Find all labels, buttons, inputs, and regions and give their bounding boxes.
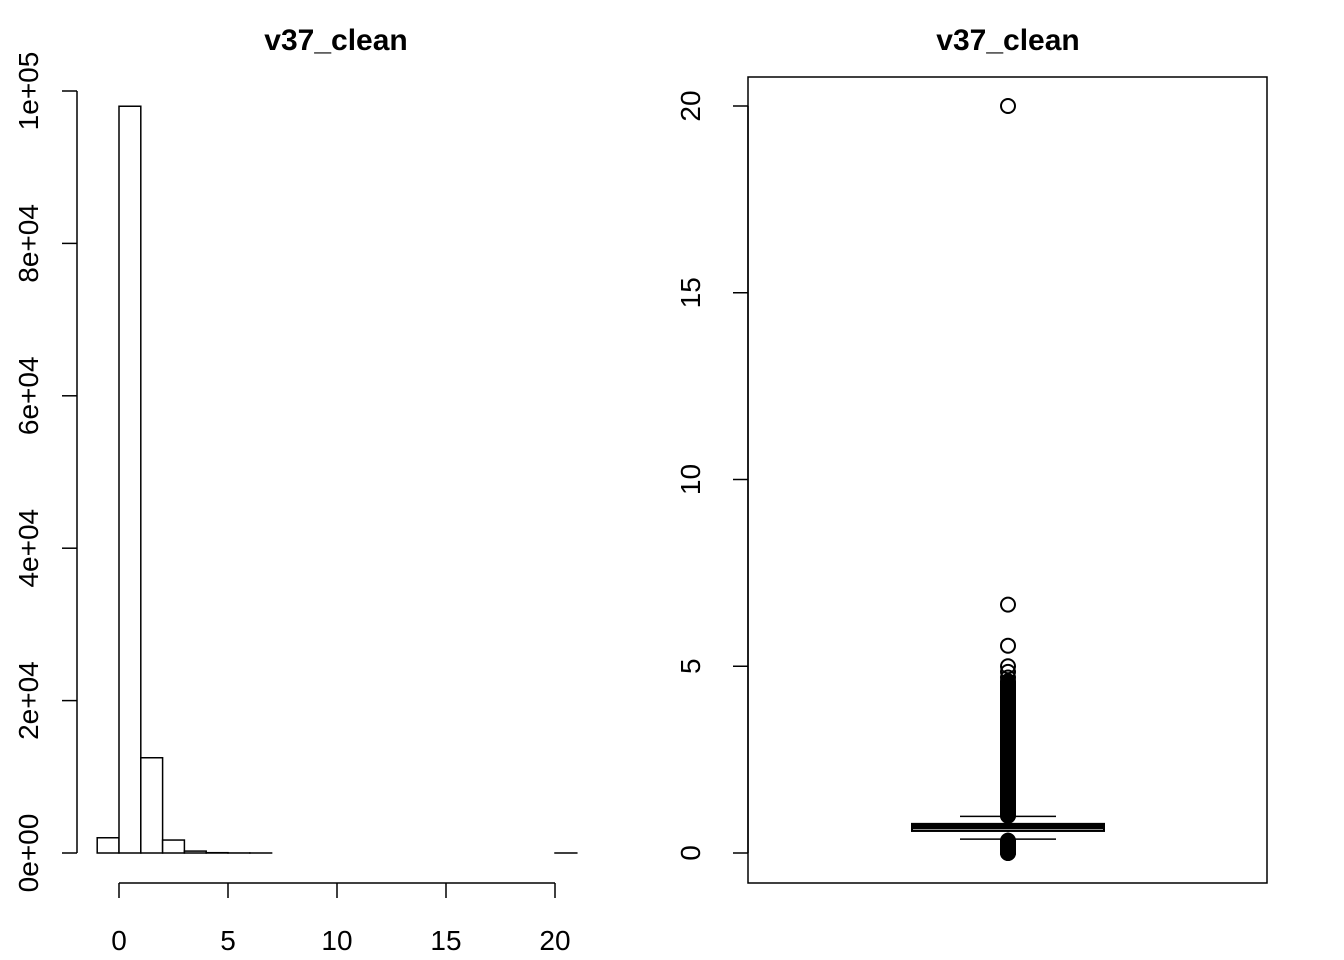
boxplot-y-tick-label: 20 xyxy=(675,90,706,121)
histogram-bar-4 xyxy=(183,850,207,854)
histogram-y-axis: 0e+00 2e+04 4e+04 6e+04 8e+04 1e+05 xyxy=(13,52,78,893)
boxplot-outlier xyxy=(1000,596,1016,613)
boxplot-title: v37_clean xyxy=(936,24,1079,57)
histogram-y-tick-label: 4e+04 xyxy=(13,509,44,588)
boxplot-outlier xyxy=(1000,98,1016,114)
histogram-y-tick-label: 0e+00 xyxy=(13,814,44,893)
boxplot-y-tick-label: 10 xyxy=(675,464,706,495)
histogram-x-tick-label: 10 xyxy=(321,925,352,956)
histogram-panel: v37_clean 0e+00 2e+04 4e+04 6e+04 8e+04 1e+05… xyxy=(13,24,578,956)
histogram-x-tick-label: 0 xyxy=(111,925,127,956)
boxplot-outlier xyxy=(1000,637,1016,654)
histogram-y-tick-label: 1e+05 xyxy=(13,52,44,131)
boxplot-y-tick-label: 0 xyxy=(675,845,706,861)
histogram-bar-2 xyxy=(140,757,164,854)
histogram-bar-0 xyxy=(96,837,120,854)
histogram-x-tick-label: 20 xyxy=(539,925,570,956)
boxplot-y-tick-label: 15 xyxy=(675,277,706,308)
boxplot-outlier xyxy=(1000,832,1016,849)
histogram-y-tick-label: 6e+04 xyxy=(13,356,44,435)
histogram-bars xyxy=(96,105,578,854)
histogram-bar-1 xyxy=(118,105,142,854)
histogram-title: v37_clean xyxy=(264,24,407,57)
histogram-x-tick-label: 5 xyxy=(220,925,236,956)
histogram-bar-3 xyxy=(161,839,186,854)
boxplot-outlier xyxy=(1000,674,1016,691)
boxplot-y-tick-label: 5 xyxy=(675,658,706,674)
histogram-y-tick-label: 2e+04 xyxy=(13,661,44,740)
boxplot-outliers xyxy=(1000,98,1016,861)
histogram-y-tick-label: 8e+04 xyxy=(13,204,44,283)
boxplot-box xyxy=(911,815,1105,840)
boxplot-panel: v37_clean 0 5 10 15 20 xyxy=(675,24,1268,884)
boxplot-y-axis: 0 5 10 15 20 xyxy=(675,90,749,861)
histogram-x-tick-label: 15 xyxy=(430,925,461,956)
histogram-x-axis: 0 5 10 15 20 xyxy=(111,882,571,956)
